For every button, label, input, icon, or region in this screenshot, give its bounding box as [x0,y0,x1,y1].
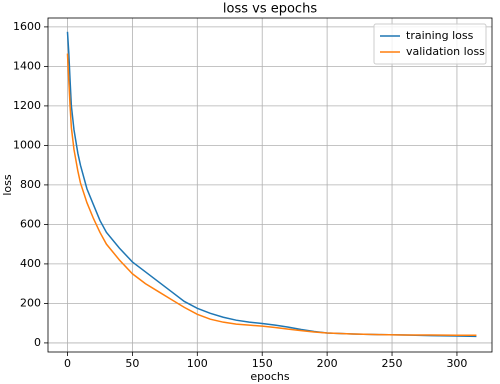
legend-label: validation loss [406,45,485,58]
y-tick-label: 600 [20,217,41,230]
legend-box [373,23,487,65]
y-tick-label: 1600 [13,20,41,33]
x-tick-label: 0 [64,357,71,370]
y-tick-label: 800 [20,178,41,191]
y-axis-label: loss [1,174,14,196]
chart-title: loss vs epochs [223,2,317,17]
x-tick-label: 150 [252,357,273,370]
legend-label: training loss [406,29,474,42]
plot-frame [47,17,493,353]
line-series [66,53,477,336]
line-series [66,31,477,338]
x-tick-label: 200 [317,357,338,370]
x-tick-label: 100 [187,357,208,370]
x-axis-label: epochs [250,370,289,383]
x-tick-label: 300 [446,357,467,370]
x-tick-label: 250 [382,357,403,370]
y-tick-label: 400 [20,257,41,270]
y-tick-label: 1400 [13,59,41,72]
y-tick-label: 1200 [13,99,41,112]
x-tick-label: 50 [125,357,139,370]
y-tick-label: 1000 [13,138,41,151]
y-tick-label: 0 [34,336,41,349]
y-tick-label: 200 [20,296,41,309]
